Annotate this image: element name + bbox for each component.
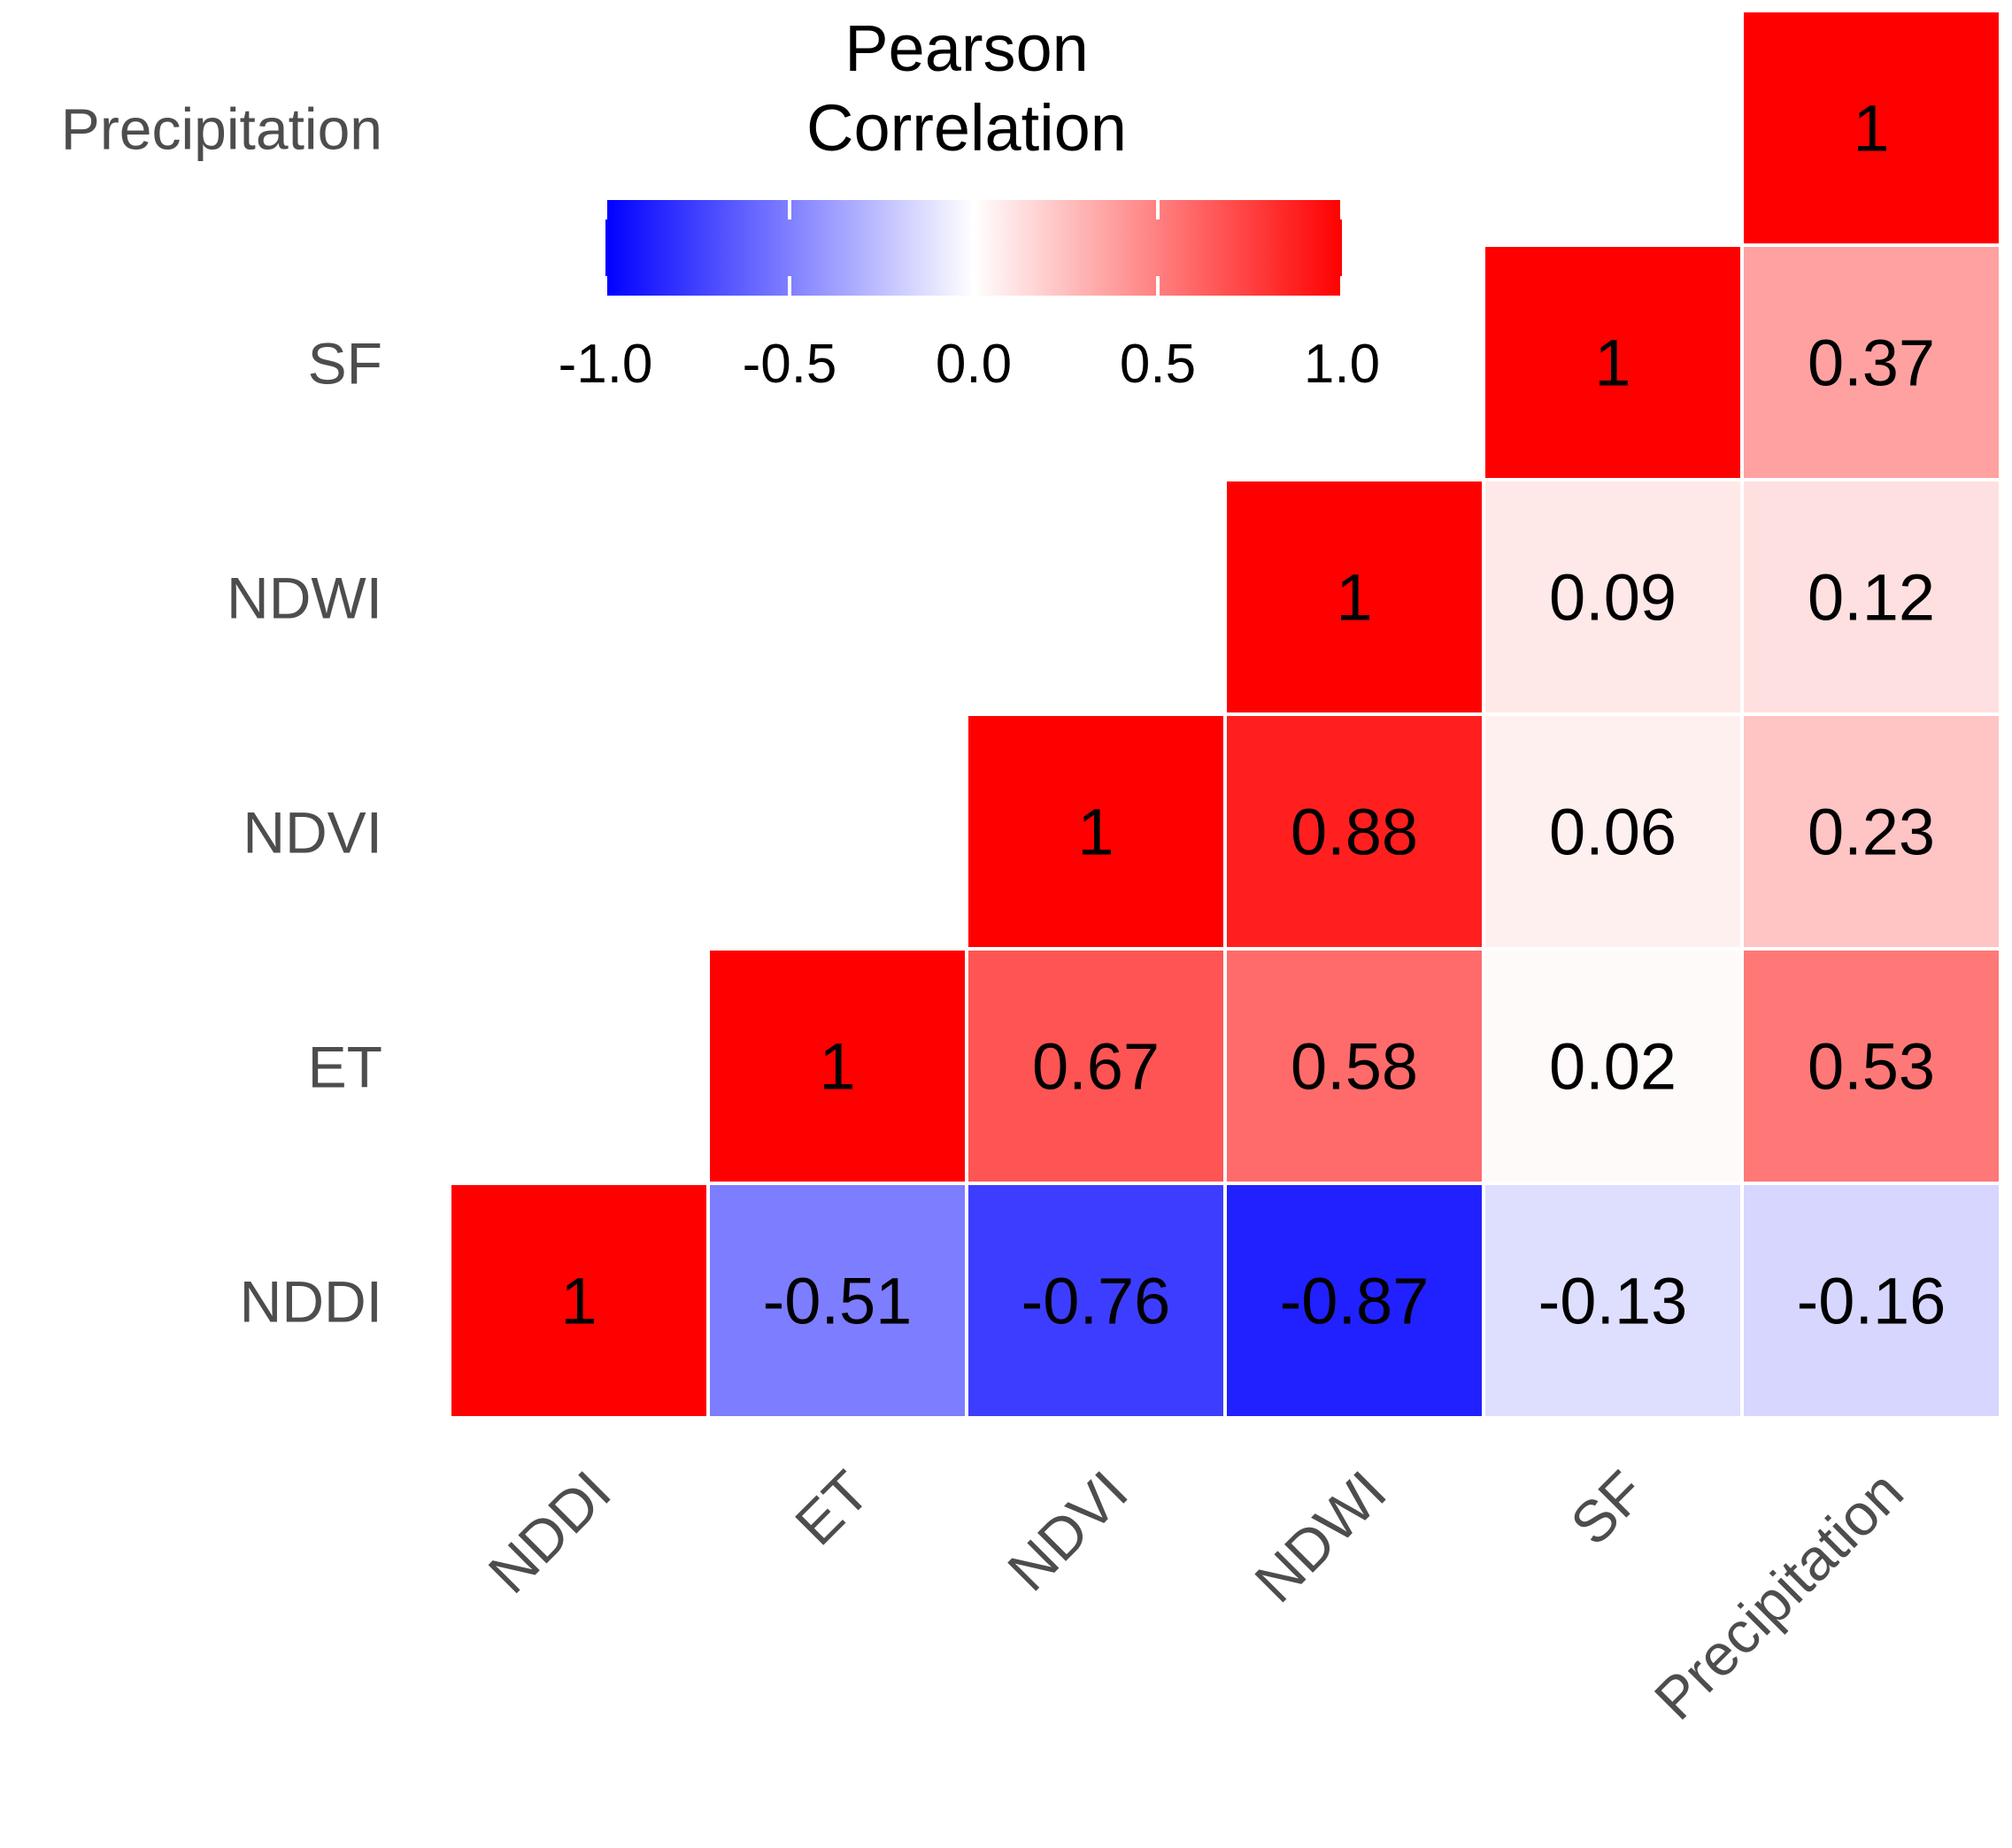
- heatmap-cell-nddi-sf: [1485, 1185, 1740, 1416]
- cell-value-label: 0.12: [1808, 561, 1935, 635]
- cell-value-label: 1: [819, 1030, 855, 1104]
- legend-title-line-2: Correlation: [806, 91, 1127, 165]
- heatmap-cell-et-et: [710, 951, 965, 1182]
- cell-value-label: -0.16: [1797, 1265, 1946, 1338]
- y-tick-label-et: ET: [308, 1035, 382, 1100]
- heatmap-cell-et-precipitation: [1744, 951, 1999, 1182]
- cell-value-label: -0.87: [1280, 1265, 1430, 1338]
- cell-value-label: 1: [1336, 561, 1372, 635]
- heatmap-cell-et-sf: [1485, 951, 1740, 1182]
- cell-value-label: 0.58: [1291, 1030, 1418, 1104]
- heatmap-cell-ndvi-ndwi: [1227, 716, 1482, 947]
- legend-tick-label: 1.0: [1304, 334, 1380, 395]
- cell-value-label: 0.67: [1032, 1030, 1160, 1104]
- legend-tick-label: 0.5: [1120, 334, 1196, 395]
- heatmap-cell-ndvi-precipitation: [1744, 716, 1999, 947]
- cell-value-label: 1: [560, 1265, 597, 1338]
- cell-value-label: 0.09: [1549, 561, 1677, 635]
- cell-value-label: 0.02: [1549, 1030, 1677, 1104]
- heatmap-cell-sf-sf: [1485, 247, 1740, 478]
- cell-value-label: 0.88: [1291, 796, 1418, 869]
- heatmap-cell-ndwi-precipitation: [1744, 481, 1999, 712]
- cell-value-label: -0.51: [763, 1265, 913, 1338]
- heatmap-cell-et-ndwi: [1227, 951, 1482, 1182]
- y-tick-label-ndvi: NDVI: [243, 800, 382, 866]
- heatmap-cell-nddi-et: [710, 1185, 965, 1416]
- heatmap-cell-ndwi-sf: [1485, 481, 1740, 712]
- legend-title-line-1: Pearson: [844, 12, 1089, 85]
- y-tick-label-precipitation: Precipitation: [61, 96, 382, 162]
- cell-value-label: 1: [1853, 92, 1889, 166]
- heatmap-cell-ndwi-ndwi: [1227, 481, 1482, 712]
- heatmap-cells: 1 -0.51 -0.76 -0.87 -0.13 -0.161 0.67 0.58 0.02 0…: [451, 12, 1999, 1416]
- legend-tick-label: 0.0: [936, 334, 1012, 395]
- y-tick-label-nddi: NDDI: [240, 1269, 382, 1335]
- cell-value-label: 1: [1077, 796, 1114, 869]
- cell-value-label: 0.37: [1808, 327, 1935, 400]
- color-legend: Pearson Correlation -1.0 -0.5 0.0 0.5 1.0: [559, 12, 1381, 395]
- legend-tick-label: -1.0: [559, 334, 653, 395]
- y-axis-labels: NDDI ET NDVI NDWI SF Precipitation: [61, 96, 382, 1335]
- legend-tick-label: -0.5: [743, 334, 837, 395]
- heatmap-cell-nddi-ndvi: [968, 1185, 1223, 1416]
- heatmap-cell-nddi-precipitation: [1744, 1185, 1999, 1416]
- heatmap-cell-sf-precipitation: [1744, 247, 1999, 478]
- cell-value-label: 0.06: [1549, 796, 1677, 869]
- heatmap-cell-nddi-ndwi: [1227, 1185, 1482, 1416]
- legend-ticks: -1.0 -0.5 0.0 0.5 1.0: [559, 200, 1380, 395]
- y-tick-label-ndwi: NDWI: [227, 566, 382, 631]
- cell-value-label: 0.53: [1808, 1030, 1935, 1104]
- cell-value-label: 0.23: [1808, 796, 1935, 869]
- cell-value-label: 1: [1594, 327, 1630, 400]
- cell-value-label: -0.13: [1538, 1265, 1688, 1338]
- heatmap-cell-et-ndvi: [968, 951, 1223, 1182]
- cell-value-label: -0.76: [1021, 1265, 1171, 1338]
- y-tick-label-sf: SF: [308, 331, 382, 397]
- heatmap-cell-precipitation-precipitation: [1744, 12, 1999, 243]
- heatmap-cell-ndvi-sf: [1485, 716, 1740, 947]
- heatmap-cell-ndvi-ndvi: [968, 716, 1223, 947]
- heatmap-cell-nddi-nddi: [451, 1185, 706, 1416]
